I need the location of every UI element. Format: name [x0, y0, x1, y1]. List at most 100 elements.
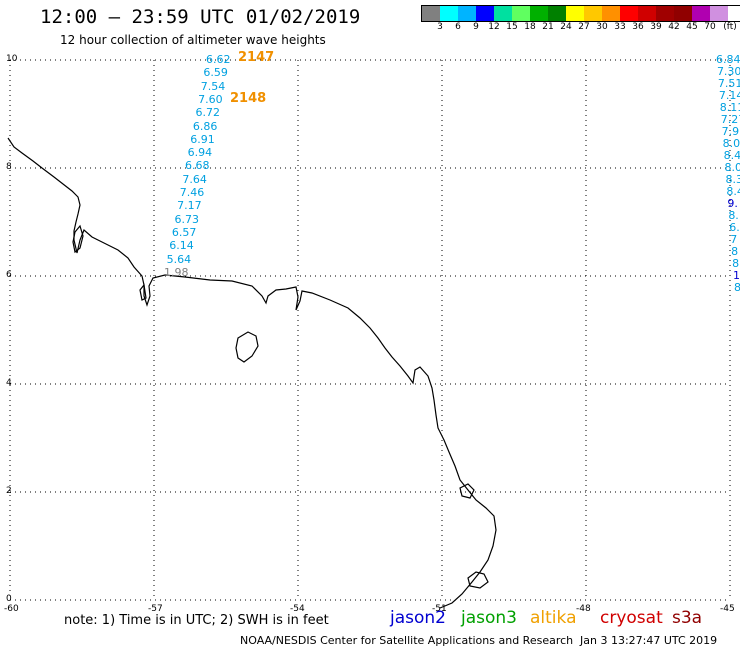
legend-unit: (ft): [723, 22, 737, 32]
swh-value: 8.0: [722, 137, 740, 150]
legend-swatch: [638, 6, 656, 21]
legend-label: 70: [704, 22, 716, 32]
swh-value: 6.94: [187, 146, 213, 160]
legend-label: 12: [488, 22, 500, 32]
swh-value: 6.: [729, 221, 740, 234]
legend-label: 30: [596, 22, 608, 32]
swh-value: 8: [732, 257, 740, 270]
legend-label: 24: [560, 22, 572, 32]
legend-swatch: [440, 6, 458, 21]
units-note: note: 1) Time is in UTC; 2) SWH is in fe…: [64, 613, 329, 628]
swh-value: 7.27: [720, 113, 740, 126]
map-title: 12:00 – 23:59 UTC 01/02/2019: [40, 6, 361, 28]
legend-label: 6: [455, 22, 461, 32]
legend-label: 42: [668, 22, 680, 32]
satellite-jason2: jason2: [390, 608, 446, 628]
swh-value: 8: [731, 245, 739, 258]
x-tick-54w: -54: [290, 604, 305, 614]
swh-value: 6.57: [171, 225, 197, 239]
swh-value: 6.14: [169, 239, 194, 253]
legend-swatch: [566, 6, 584, 21]
legend-swatch: [728, 6, 740, 21]
orbit-label-2148: 2148: [230, 91, 267, 106]
satellite-cryosat: cryosat: [600, 608, 663, 628]
x-tick-57w: -57: [148, 604, 163, 614]
legend-swatch: [656, 6, 674, 21]
swh-value: 6.86: [192, 119, 218, 133]
generated-timestamp: Jan 3 13:27:47 UTC 2019: [580, 634, 718, 647]
legend-label: 45: [686, 22, 698, 32]
y-tick-2: 2: [6, 486, 12, 496]
swh-value: 8.4: [726, 185, 740, 198]
swh-value: 7.17: [177, 199, 202, 213]
swh-value: 8.3: [725, 173, 740, 186]
swh-value: 7: [730, 233, 738, 246]
legend-label: 36: [632, 22, 644, 32]
legend-swatch: [674, 6, 692, 21]
swh-value: 1.98: [164, 265, 189, 279]
legend-label: 21: [542, 22, 554, 32]
legend-swatch: [602, 6, 620, 21]
satellite-jason3: jason3: [461, 608, 517, 628]
legend-swatch: [584, 6, 602, 21]
y-tick-10: 10: [6, 54, 18, 64]
legend-swatch: [710, 6, 728, 21]
legend-swatch: [548, 6, 566, 21]
graticule: [9, 59, 731, 601]
swh-value: 7.64: [182, 172, 207, 186]
legend-label: 39: [650, 22, 662, 32]
swh-value: 6.62: [206, 53, 231, 66]
legend-label: 33: [614, 22, 626, 32]
legend-swatch: [512, 6, 530, 21]
swh-value: 7.30: [716, 65, 740, 78]
x-tick-45w: -45: [720, 604, 735, 614]
swh-value: 5.64: [166, 252, 192, 266]
swh-value: 8.4: [723, 149, 740, 162]
swh-value: 6.72: [195, 106, 221, 120]
legend-swatch: [620, 6, 638, 21]
swh-value: 7.54: [200, 79, 226, 93]
swh-value: 6.73: [174, 212, 200, 226]
orbit-label-2147: 2147: [238, 50, 275, 65]
legend-label: 3: [437, 22, 443, 32]
swh-value: 7.14: [718, 89, 740, 102]
color-legend: [421, 5, 740, 22]
legend-label: 18: [524, 22, 536, 32]
legend-swatch: [494, 6, 512, 21]
credit-footer: NOAA/NESDIS Center for Satellite Applica…: [240, 634, 574, 647]
swh-value: 7.51: [717, 77, 740, 90]
x-tick-51w: -51: [432, 604, 447, 614]
legend-swatch: [422, 6, 440, 21]
swh-value: 8: [734, 281, 740, 294]
swh-value: 6.59: [203, 66, 228, 80]
satellite-altika: altika: [530, 608, 577, 628]
y-tick-6: 6: [6, 270, 12, 280]
legend-swatch: [530, 6, 548, 21]
swh-value: 10: [733, 269, 740, 282]
legend-swatch: [476, 6, 494, 21]
legend-label: 27: [578, 22, 590, 32]
swh-value: 7.46: [179, 186, 205, 199]
swh-value: 6.91: [190, 132, 215, 146]
swh-value: 7.60: [198, 92, 223, 106]
coastline: [7, 137, 497, 609]
map-subtitle: 12 hour collection of altimeter wave hei…: [60, 33, 326, 47]
legend-swatch: [458, 6, 476, 21]
swh-value: 6.84: [716, 53, 740, 66]
y-tick-8: 8: [6, 162, 12, 172]
satellite-s3a: s3a: [672, 608, 703, 628]
x-tick-60w: -60: [4, 604, 19, 614]
y-tick-0: 0: [6, 594, 12, 604]
legend-swatch: [692, 6, 710, 21]
swh-value: 9.: [727, 197, 738, 210]
swh-value: 7.9: [721, 125, 740, 138]
legend-label: 15: [506, 22, 518, 32]
legend-label: 9: [473, 22, 479, 32]
x-tick-48w: -48: [576, 604, 591, 614]
swh-value: 6.68: [185, 159, 210, 173]
swh-value: 8.11: [719, 101, 740, 114]
swh-value: 8.: [728, 209, 739, 222]
y-tick-4: 4: [6, 378, 12, 388]
swh-value: 8.0: [724, 161, 740, 174]
